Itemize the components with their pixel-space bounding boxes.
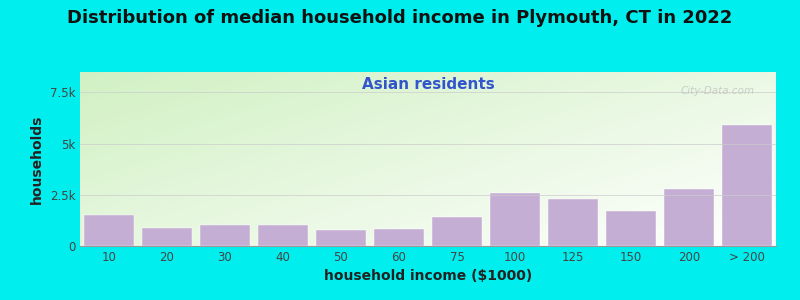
Y-axis label: households: households xyxy=(30,114,44,204)
Bar xyxy=(84,215,134,246)
Bar xyxy=(606,211,656,246)
Bar xyxy=(432,217,482,246)
X-axis label: household income ($1000): household income ($1000) xyxy=(324,269,532,284)
Bar xyxy=(548,199,598,246)
Bar xyxy=(200,224,250,246)
Bar xyxy=(316,230,366,246)
Text: City-Data.com: City-Data.com xyxy=(681,86,755,96)
Bar xyxy=(374,229,424,246)
Text: Asian residents: Asian residents xyxy=(362,77,494,92)
Bar xyxy=(142,228,192,246)
Bar xyxy=(722,125,772,246)
Text: Distribution of median household income in Plymouth, CT in 2022: Distribution of median household income … xyxy=(67,9,733,27)
Bar xyxy=(258,224,308,246)
Bar xyxy=(664,189,714,246)
Bar xyxy=(490,193,540,246)
